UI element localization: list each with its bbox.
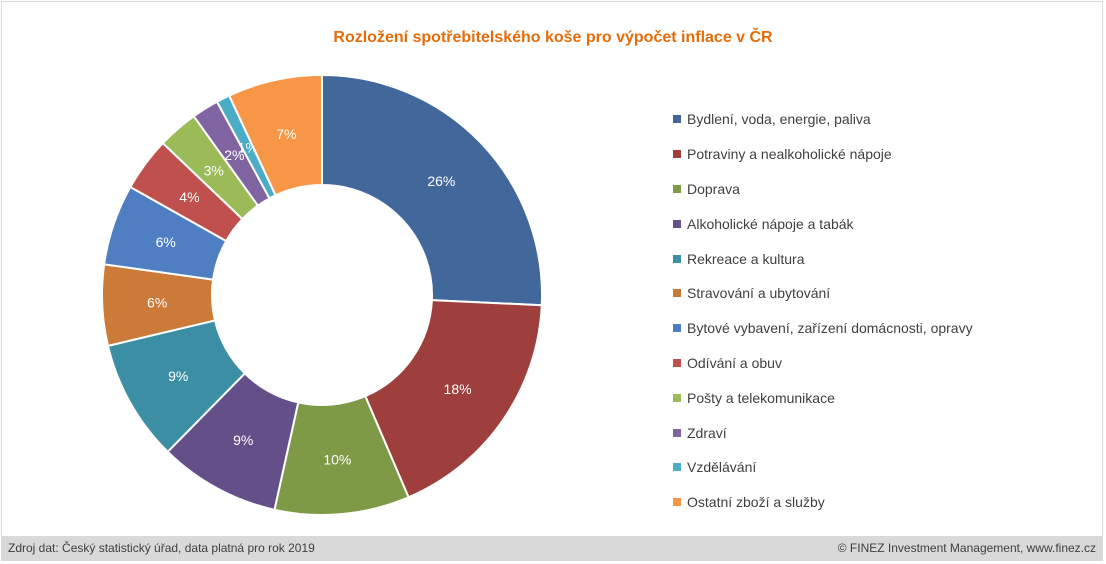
slice-data-label: 6% xyxy=(156,234,176,250)
legend-item: Stravování a ubytování xyxy=(673,276,973,311)
slice-data-label: 3% xyxy=(204,162,224,178)
copyright-note: © FINEZ Investment Management, www.finez… xyxy=(837,541,1096,555)
donut-slice xyxy=(321,73,543,307)
legend-swatch xyxy=(673,498,681,507)
legend-label: Pošty a telekomunikace xyxy=(687,389,835,406)
legend-swatch xyxy=(673,463,681,472)
legend-label: Rekreace a kultura xyxy=(687,250,805,267)
donut-slice xyxy=(363,299,543,499)
legend-label: Vzdělávání xyxy=(687,459,757,476)
legend-swatch xyxy=(673,150,681,159)
legend-item: Pošty a telekomunikace xyxy=(673,380,973,415)
legend-swatch xyxy=(673,254,681,263)
slice-data-label: 6% xyxy=(147,295,167,311)
chart-legend: Bydlení, voda, energie, paliva Potraviny … xyxy=(673,102,973,520)
legend-label: Bytové vybavení, zařízení domácnosti, op… xyxy=(687,320,973,337)
legend-swatch xyxy=(673,358,681,367)
legend-item: Bydlení, voda, energie, paliva xyxy=(673,102,973,137)
legend-item: Potraviny a nealkoholické nápoje xyxy=(673,137,973,172)
legend-swatch xyxy=(673,219,681,228)
legend-item: Alkoholické nápoje a tabák xyxy=(673,206,973,241)
slice-data-label: 7% xyxy=(276,126,296,142)
slice-data-label: 10% xyxy=(323,451,351,467)
legend-item: Doprava xyxy=(673,172,973,207)
legend-label: Zdraví xyxy=(687,424,727,441)
legend-label: Bydlení, voda, energie, paliva xyxy=(687,111,871,128)
slice-data-label: 26% xyxy=(427,173,455,189)
legend-label: Ostatní zboží a služby xyxy=(687,494,825,511)
legend-item: Bytové vybavení, zařízení domácnosti, op… xyxy=(673,311,973,346)
footer-bar: Zdroj dat: Český statistický úřad, data … xyxy=(2,536,1102,560)
legend-swatch xyxy=(673,115,681,124)
slice-data-label: 9% xyxy=(168,368,188,384)
legend-item: Zdraví xyxy=(673,415,973,450)
legend-swatch xyxy=(673,324,681,333)
legend-swatch xyxy=(673,428,681,437)
legend-swatch xyxy=(673,289,681,298)
legend-swatch xyxy=(673,184,681,193)
legend-item: Ostatní zboží a služby xyxy=(673,485,973,520)
legend-label: Alkoholické nápoje a tabák xyxy=(687,215,854,232)
legend-label: Doprava xyxy=(687,180,740,197)
legend-item: Odívání a obuv xyxy=(673,346,973,381)
slice-data-label: 2% xyxy=(224,147,244,163)
legend-label: Potraviny a nealkoholické nápoje xyxy=(687,146,892,163)
legend-label: Stravování a ubytování xyxy=(687,285,831,302)
slice-data-label: 4% xyxy=(179,189,199,205)
legend-item: Vzdělávání xyxy=(673,450,973,485)
donut-slice xyxy=(227,73,323,197)
legend-label: Odívání a obuv xyxy=(687,354,782,371)
legend-item: Rekreace a kultura xyxy=(673,241,973,276)
slice-data-label: 9% xyxy=(233,432,253,448)
legend-swatch xyxy=(673,393,681,402)
slice-data-label: 18% xyxy=(444,381,472,397)
chart-title: Rozložení spotřebitelského koše pro výpo… xyxy=(333,29,773,46)
source-note: Zdroj dat: Český statistický úřad, data … xyxy=(8,541,315,555)
